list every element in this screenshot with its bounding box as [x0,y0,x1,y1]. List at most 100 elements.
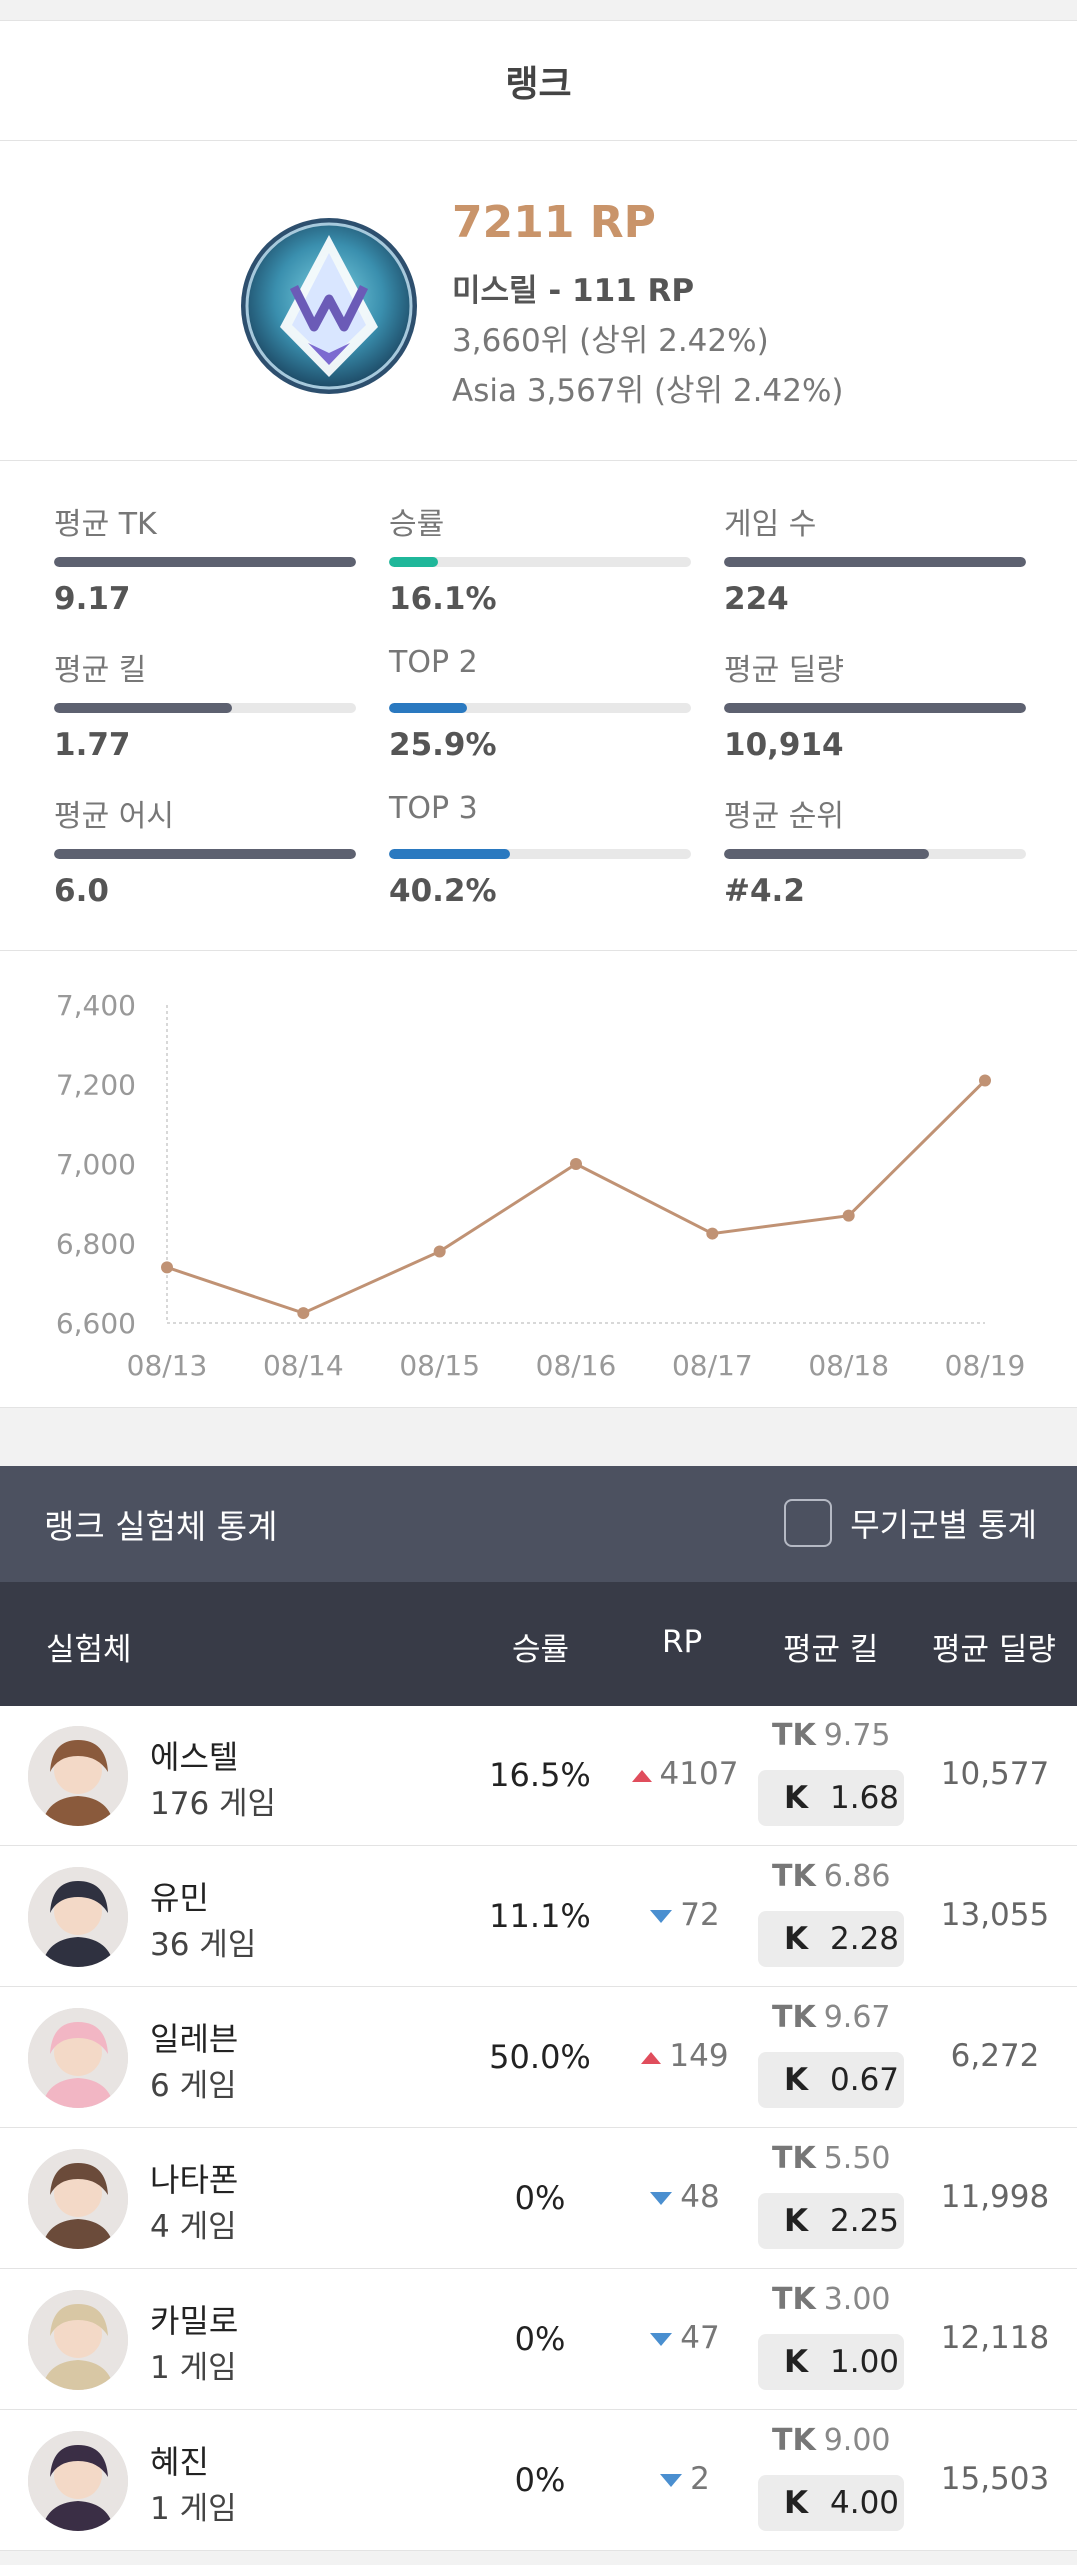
character-kills: K 1.68 [758,1770,904,1826]
stat-bar-fill [724,703,1026,713]
character-tk: TK 9.00 [772,2423,891,2458]
character-damage: 11,998 [940,2179,1050,2215]
stat-bar-fill [389,703,468,713]
rp-data-point [706,1227,719,1240]
mithril-tier-emblem-icon [241,218,417,394]
character-avatar [28,2431,128,2531]
tk-label: TK [772,1718,816,1753]
weapon-stats-checkbox[interactable] [784,1499,833,1547]
character-row[interactable]: 카밀로 1 게임 0% 47 TK 3.00 K 1.00 12,118 [0,2270,1077,2410]
col-avg-kills[interactable]: 평균 킬 [783,1632,879,1668]
character-kills: K 0.67 [758,2052,904,2108]
character-kills: K 2.28 [758,1911,904,1967]
stat-item: 평균 순위 #4.2 [724,791,1026,909]
character-kills: K 4.00 [758,2475,904,2531]
character-winrate: 16.5% [489,1756,591,1794]
k-value: 4.00 [830,2485,900,2521]
character-tk: TK 9.67 [772,2000,891,2035]
stat-value: 16.1% [389,581,497,617]
stat-bar [389,849,691,859]
stat-item: 게임 수 224 [724,499,1026,617]
table-header: 실험체 승률 RP 평균 킬 평균 딜량 [0,1582,1077,1706]
weapon-stats-toggle[interactable]: 무기군별 통계 [784,1499,1037,1547]
col-rp[interactable]: RP [662,1624,703,1660]
character-games: 36 게임 [150,1927,257,1963]
k-value: 2.25 [830,2203,900,2239]
stat-bar [54,849,356,859]
tk-label: TK [772,2423,816,2458]
character-name: 혜진 [150,2443,209,2481]
stat-item: TOP 3 40.2% [389,791,691,909]
character-rp: 72 [620,1897,750,1933]
character-row[interactable]: 일레븐 6 게임 50.0% 149 TK 9.67 K 0.67 6,272 [0,1988,1077,2128]
k-label: K [784,2344,809,2380]
k-label: K [784,1780,809,1816]
character-tk: TK 3.00 [772,2282,891,2317]
rp-up-icon [641,2051,662,2064]
tk-label: TK [772,1859,816,1894]
col-character[interactable]: 실험체 [46,1632,132,1668]
k-value: 2.28 [830,1921,900,1957]
stat-label: 게임 수 [724,507,817,542]
character-row[interactable]: 혜진 1 게임 0% 2 TK 9.00 K 4.00 15,503 [0,2411,1077,2551]
x-tick-label: 08/17 [672,1349,753,1382]
stat-bar [724,849,1026,859]
stat-bar [389,557,691,567]
character-rp: 2 [620,2461,750,2497]
stat-bar-fill [389,557,438,567]
character-rp-value: 72 [680,1897,720,1933]
character-stats-card: 랭크 실험체 통계 무기군별 통계 실험체 승률 RP 평균 킬 평균 딜량 에… [0,1466,1077,2551]
character-rp: 47 [620,2320,750,2356]
character-winrate: 0% [514,2179,566,2217]
rp-history-chart: 7,400 7,200 7,000 6,800 6,600 08/13 08/14 08/15… [0,953,1077,1409]
tier-name: 미스릴 - 111 RP [452,273,695,309]
stat-bar-fill [54,703,233,713]
character-row[interactable]: 나타폰 4 게임 0% 48 TK 5.50 K 2.25 11,998 [0,2129,1077,2269]
k-label: K [784,2062,809,2098]
stat-label: 평균 어시 [54,799,174,834]
col-avg-damage[interactable]: 평균 딜량 [932,1632,1056,1668]
character-name: 에스텔 [150,1738,239,1776]
character-row[interactable]: 에스텔 176 게임 16.5% 4107 TK 9.75 K 1.68 10,577 [0,1706,1077,1846]
character-rp: 4107 [620,1756,750,1792]
k-label: K [784,2203,809,2239]
k-value: 0.67 [830,2062,900,2098]
character-winrate: 11.1% [489,1897,591,1935]
stat-item: 승률 16.1% [389,499,691,617]
stat-value: #4.2 [724,873,805,909]
rp-down-icon [650,2333,673,2346]
character-tk: TK 6.86 [772,1859,891,1894]
stat-label: 평균 순위 [724,799,844,834]
stat-label: 평균 딜량 [724,653,844,688]
character-damage: 6,272 [950,2038,1040,2074]
character-row[interactable]: 유민 36 게임 11.1% 72 TK 6.86 K 2.28 13,055 [0,1847,1077,1987]
character-tk: TK 5.50 [772,2141,891,2176]
tk-value: 9.75 [823,1718,891,1753]
col-winrate[interactable]: 승률 [512,1632,570,1668]
k-value: 1.00 [830,2344,900,2380]
y-tick-label: 6,800 [56,1228,136,1261]
tk-label: TK [772,2141,816,2176]
stat-item: 평균 TK 9.17 [54,499,356,617]
stat-bar-fill [389,849,511,859]
stat-label: TOP 3 [389,791,478,826]
character-rp-value: 2 [690,2461,710,2497]
rp-data-point [297,1307,310,1320]
stat-value: 9.17 [54,581,131,617]
character-games: 6 게임 [150,2068,237,2104]
x-tick-label: 08/16 [536,1349,617,1382]
character-damage: 13,055 [940,1897,1050,1933]
character-games: 1 게임 [150,2491,237,2527]
global-rank: 3,660위 (상위 2.42%) [452,323,769,359]
x-tick-label: 08/19 [945,1349,1026,1382]
rank-title: 랭크 [0,21,1077,141]
character-name: 나타폰 [150,2161,239,2199]
stats-grid: 평균 TK 9.17 승률 16.1% 게임 수 224 평균 킬 1.77 TOP 2 25.9… [0,463,1077,951]
stat-bar [724,557,1026,567]
character-damage: 15,503 [940,2461,1050,2497]
stat-item: 평균 킬 1.77 [54,645,356,763]
character-damage: 10,577 [940,1756,1050,1792]
rp-data-point [433,1245,446,1258]
character-avatar [28,2008,128,2108]
k-label: K [784,2485,809,2521]
